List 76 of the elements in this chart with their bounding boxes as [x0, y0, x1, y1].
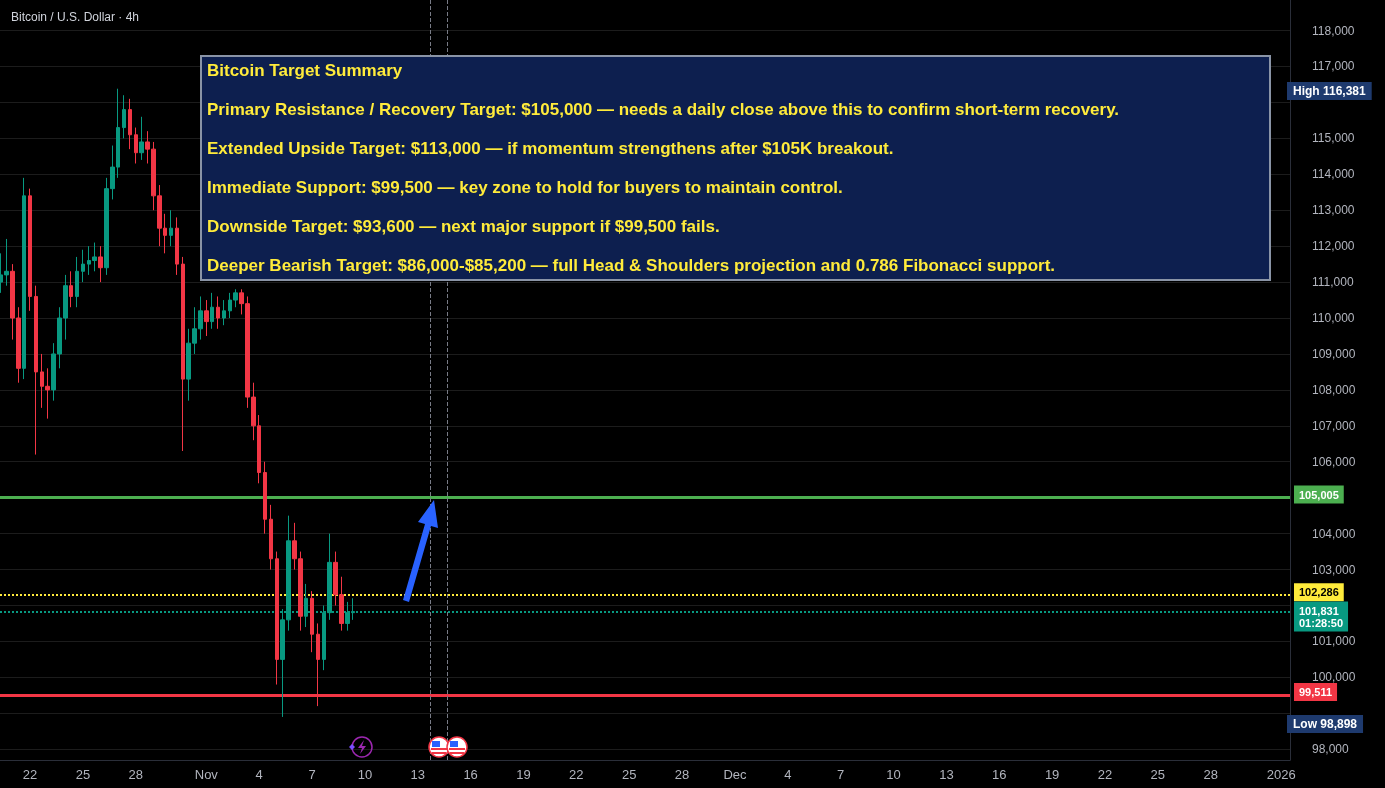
- y-tick-label: 101,000: [1312, 634, 1356, 649]
- candlestick: [169, 209, 173, 247]
- candlestick: [81, 249, 85, 283]
- x-tick-label: 16: [463, 767, 478, 782]
- candlestick: [269, 504, 273, 571]
- y-tick-label: 109,000: [1312, 346, 1356, 361]
- y-tick-label: 115,000: [1312, 131, 1355, 146]
- x-tick-label: 19: [1044, 767, 1060, 782]
- y-tick-label: 107,000: [1312, 418, 1356, 433]
- x-tick-label: 2026: [1266, 767, 1296, 782]
- candlestick: [28, 188, 32, 312]
- ref-line-label: 102,286: [1299, 586, 1339, 599]
- x-tick-label: 13: [939, 767, 954, 782]
- x-tick-label: 4: [784, 767, 792, 782]
- x-tick-label: 13: [410, 767, 425, 782]
- annotation: Immediate Support: $99,500 — key zone to hold for buyers to maintain control.: [206, 177, 844, 199]
- x-tick-label: 25: [75, 767, 91, 782]
- candlestick: [275, 551, 279, 686]
- candlestick: [134, 127, 138, 164]
- candlestick: [210, 292, 214, 330]
- annotation: Bitcoin Target Summary: [206, 60, 404, 82]
- x-tick-label: 28: [128, 767, 144, 782]
- x-tick-label: 10: [357, 767, 373, 782]
- x-tick-label: 7: [308, 767, 316, 782]
- candlestick: [34, 285, 38, 456]
- y-tick-label: 112,000: [1312, 239, 1355, 254]
- text: Low 98,898: [1293, 717, 1358, 731]
- y-tick-label: 106,000: [1312, 454, 1356, 469]
- x-tick-label: 25: [621, 767, 637, 782]
- x-tick-label: 28: [674, 767, 690, 782]
- text: High 116,381: [1293, 84, 1367, 98]
- ref-line-label: 105,005: [1299, 488, 1339, 501]
- x-tick-label: 7: [837, 767, 845, 782]
- x-tick-label: 28: [1203, 767, 1218, 782]
- candlestick: [216, 295, 220, 330]
- candlestick: [122, 94, 126, 139]
- ref-line-label: 101,831 01:28:50: [1299, 604, 1344, 629]
- candlestick: [22, 177, 26, 380]
- x-tick-label: 25: [1150, 767, 1166, 782]
- y-tick-label: 104,000: [1312, 526, 1356, 541]
- candlestick: [263, 461, 267, 535]
- y-tick-label: 108,000: [1312, 382, 1356, 397]
- x-tick-label: 16: [992, 767, 1007, 782]
- x-tick-label: 22: [569, 767, 584, 782]
- x-tick-label: 19: [516, 767, 531, 782]
- y-tick-label: 114,000: [1312, 167, 1355, 182]
- candlestick: [69, 270, 73, 308]
- candlestick: [98, 245, 103, 283]
- candlestick: [204, 299, 209, 337]
- annotation: Deeper Bearish Target: $86,000-$85,200 — full Head & Shoulders projection and 0.786 Fibonacci support.: [206, 255, 1057, 277]
- x-tick-label: Nov: [194, 767, 219, 782]
- candlestick: [181, 256, 185, 452]
- y-tick-label: 111,000: [1312, 275, 1354, 290]
- candlestick: [128, 98, 132, 150]
- text: Bitcoin / U.S. Dollar · 4h: [11, 10, 140, 24]
- y-tick-label: 118,000: [1312, 23, 1355, 38]
- x-tick-label: Dec: [723, 767, 747, 782]
- annotation: Extended Upside Target: $113,000 — if momentum strengthens after $105K breakout.: [206, 138, 895, 160]
- candlestick: [175, 216, 179, 276]
- y-tick-label: 100,000: [1312, 670, 1356, 685]
- candlestick: [139, 116, 144, 161]
- candlestick: [222, 299, 226, 326]
- y-tick-label: 98,000: [1312, 742, 1350, 757]
- candlestick: [310, 590, 314, 653]
- x-tick-label: 22: [22, 767, 38, 782]
- y-tick-label: 110,000: [1312, 311, 1355, 326]
- x-tick-label: 4: [255, 767, 263, 782]
- x-tick-label: 10: [886, 767, 901, 782]
- y-tick-label: 117,000: [1312, 59, 1355, 74]
- annotation: Primary Resistance / Recovery Target: $105,000 — needs a daily close above this to confirm short-term recovery.: [206, 99, 1121, 121]
- candlestick: [75, 256, 79, 308]
- annotation: Downside Target: $93,600 — next major support if $99,500 fails.: [206, 216, 721, 238]
- y-tick-label: 103,000: [1312, 562, 1356, 577]
- ref-line-label: 99,511: [1299, 685, 1333, 698]
- y-tick-label: 113,000: [1312, 203, 1355, 218]
- x-tick-label: 22: [1097, 767, 1113, 782]
